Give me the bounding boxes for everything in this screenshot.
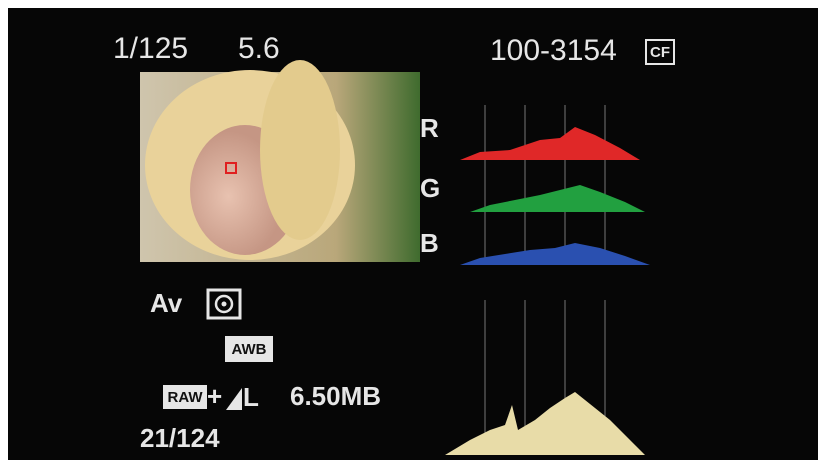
- image-count: 21/124: [140, 423, 220, 453]
- photo: [140, 60, 420, 262]
- channel-label: B: [420, 228, 439, 258]
- white-balance: AWB: [232, 341, 267, 358]
- quality-plus: +: [207, 381, 222, 411]
- camera-screen: 1/125 5.6 100-3154 CF R G B Av AWB RAW +…: [0, 0, 826, 468]
- raw-quality: RAW: [168, 389, 204, 406]
- file-number: 100-3154: [490, 34, 617, 67]
- shooting-mode: Av: [150, 288, 183, 318]
- channel-label: G: [420, 173, 440, 203]
- shutter-speed: 1/125: [113, 32, 188, 65]
- channel-label: R: [420, 113, 439, 143]
- card-label: CF: [650, 44, 670, 61]
- jpeg-quality: L: [243, 382, 259, 412]
- aperture: 5.6: [238, 32, 280, 65]
- file-size: 6.50MB: [290, 381, 381, 411]
